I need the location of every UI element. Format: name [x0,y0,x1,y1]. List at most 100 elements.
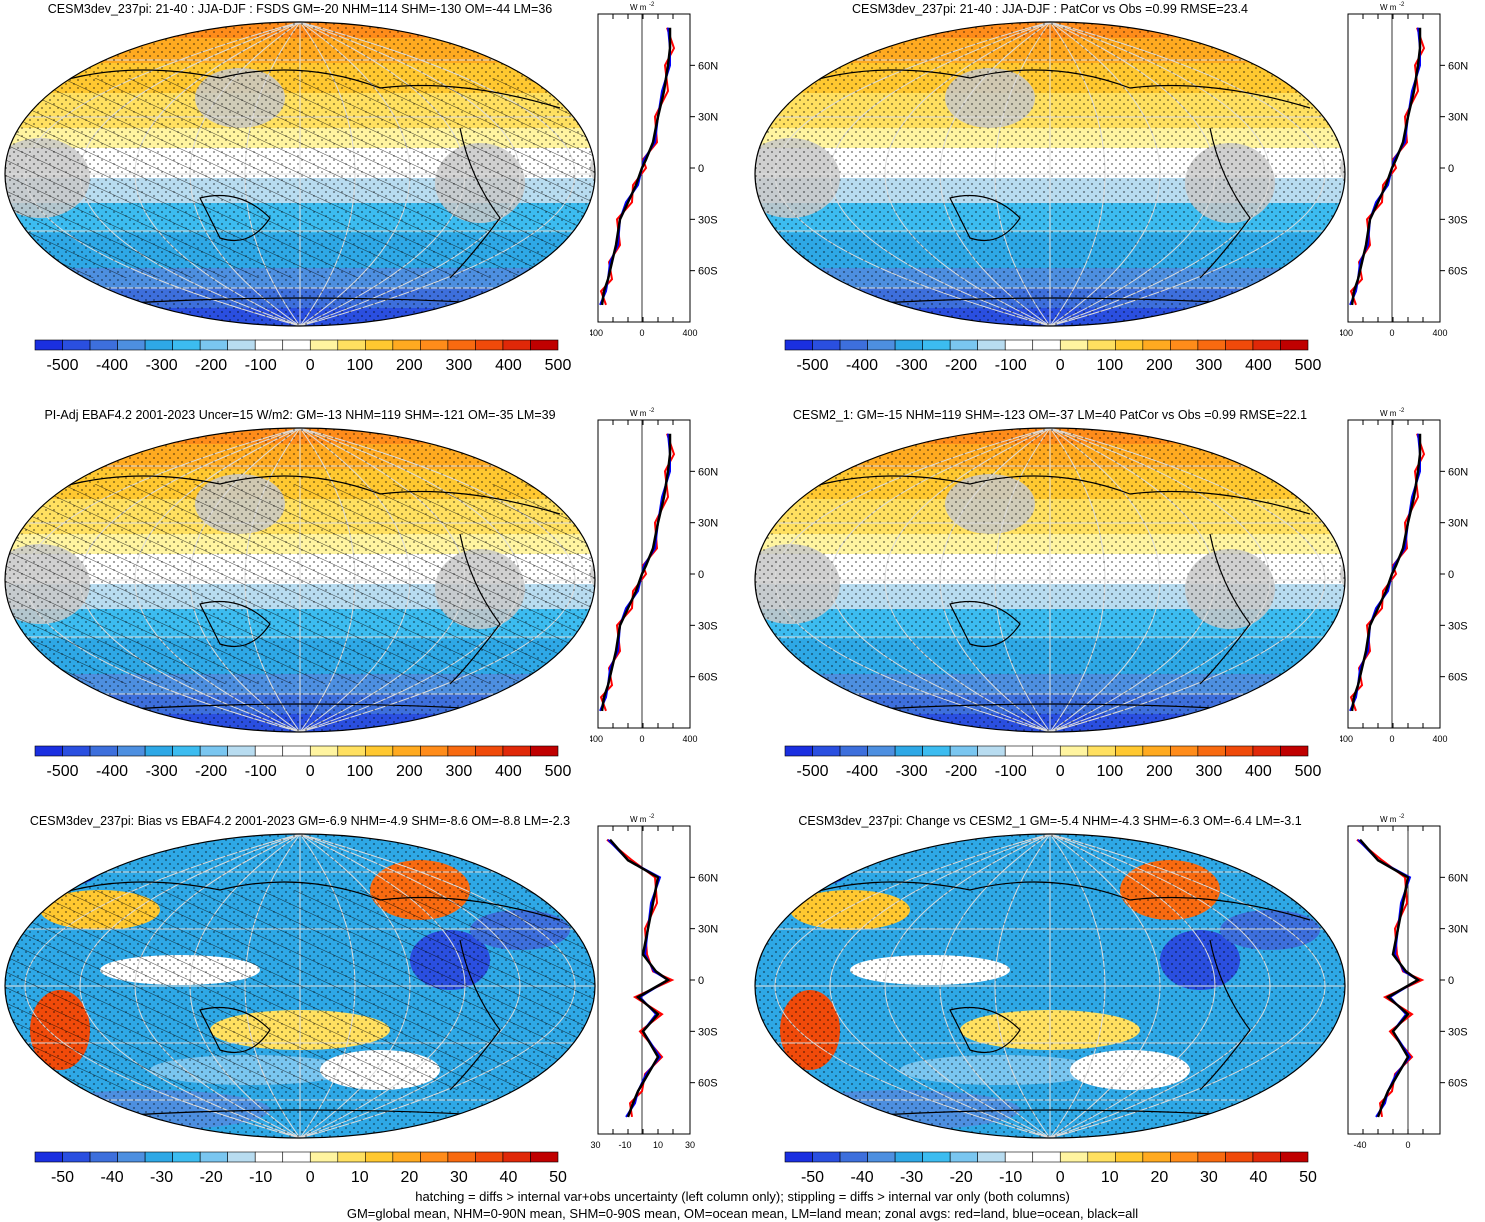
colorbar-swatch [530,745,559,757]
colorbar-swatch [1252,745,1281,757]
map-outline [754,21,1346,327]
lat-tick-label: 30N [698,112,718,124]
lat-tick-label: 30N [698,518,718,530]
colorbar-swatch [977,745,1006,757]
zonal-mean-plot: W m -2 60N 30N 0 30S 60S -40 0 [1347,814,1468,1150]
colorbar-swatch [1225,745,1254,757]
unit-superscript: -2 [649,2,655,8]
colorbar-label: 0 [1056,763,1065,780]
colorbar-swatch [1059,745,1089,757]
lat-tick-label: 30S [698,620,718,632]
lat-tick-label: 0 [1448,975,1454,987]
panel-5: CESM3dev_237pi: Bias vs EBAF4.2 2001-202… [0,812,742,1218]
x-tick-label: 0 [1389,734,1394,744]
lat-tick-label: 30N [1448,112,1468,124]
lat-tick-label: 30S [698,1026,718,1038]
panel-title: PI-Adj EBAF4.2 2001-2023 Uncer=15 W/m2: … [44,408,556,422]
lat-tick-label: 30N [1448,518,1468,530]
colorbar-label: -10 [249,1169,272,1186]
lat-tick-label: 60N [698,872,718,884]
colorbar-swatch [199,339,228,351]
all-profile [600,433,672,712]
colorbar: -50 -40 -30 -20 -10 0 10 20 30 40 50 [34,1151,567,1186]
lat-tick-label: 0 [698,975,704,987]
colorbar-swatch [34,1151,63,1163]
colorbar-label: 500 [545,357,572,374]
colorbar-swatch [365,1151,394,1163]
colorbar-swatch [144,1151,173,1163]
colorbar-swatch [420,339,449,351]
x-tick-label: 400 [682,328,697,338]
colorbar-label: 500 [1295,763,1322,780]
colorbar-label: -20 [200,1169,223,1186]
colorbar-label: 200 [1146,763,1173,780]
colorbar-swatch [144,339,173,351]
colorbar-label: 10 [1101,1169,1119,1186]
colorbar-label: -400 [846,763,878,780]
colorbar-swatch [977,1151,1006,1163]
lat-tick-label: 30N [698,924,718,936]
colorbar-swatch [337,339,366,351]
colorbar-label: 0 [306,1169,315,1186]
colorbar-swatch [1252,1151,1281,1163]
lat-tick-label: 30N [1448,924,1468,936]
colorbar-label: -300 [146,763,178,780]
panel-6: CESM3dev_237pi: Change vs CESM2_1 GM=-5.… [750,812,1485,1218]
colorbar-label: -200 [945,763,977,780]
colorbar: -500 -400 -300 -200 -100 0 100 200 300 400 500 [34,339,572,374]
lat-tick-label: 60S [1448,672,1468,684]
lat-tick-label: 30S [1448,214,1468,226]
colorbar-swatch [475,1151,504,1163]
land-profile [1356,838,1425,1118]
colorbar-swatch [89,745,118,757]
colorbar-label: -100 [245,763,277,780]
colorbar-swatch [839,745,868,757]
colorbar-label: -100 [245,357,277,374]
all-profile [600,27,672,306]
colorbar-swatch [309,339,339,351]
colorbar-swatch [530,1151,559,1163]
colorbar-swatch [1004,339,1034,351]
x-tick-label: 0 [1389,328,1394,338]
unit-superscript: -2 [1399,408,1405,414]
colorbar-label: -30 [150,1169,173,1186]
colorbar-swatch [1280,745,1309,757]
colorbar-swatch [420,1151,449,1163]
zonal-mean-plot: W m-2 60N 30N 0 30S 60S -400 0 400 [590,2,718,338]
colorbar-label: -30 [900,1169,923,1186]
map-outline [4,427,596,733]
colorbar-swatch [282,745,311,757]
colorbar-swatch [282,339,311,351]
colorbar-swatch [812,745,841,757]
robinson-map [4,427,596,733]
lat-tick-label: 30S [698,214,718,226]
colorbar-label: -20 [950,1169,973,1186]
colorbar-swatch [839,339,868,351]
colorbar-label: 100 [346,763,373,780]
colorbar-swatch [199,1151,228,1163]
colorbar-swatch [89,339,118,351]
colorbar-swatch [1197,1151,1226,1163]
lat-tick-label: 60S [698,672,718,684]
colorbar-swatch [502,1151,531,1163]
unit-label: W m [630,815,647,824]
colorbar-swatch [392,1151,421,1163]
colorbar-swatch [62,1151,91,1163]
colorbar-label: 400 [495,763,522,780]
colorbar-label: 400 [1245,357,1272,374]
colorbar-label: 100 [346,357,373,374]
colorbar-label: 40 [500,1169,518,1186]
colorbar-swatch [337,745,366,757]
colorbar-label: 300 [446,357,473,374]
colorbar-swatch [1170,1151,1199,1163]
lat-tick-label: 0 [1448,569,1454,581]
colorbar-swatch [1087,1151,1116,1163]
colorbar-label: 300 [1196,357,1223,374]
colorbar-swatch [1032,1151,1061,1163]
robinson-map [754,427,1346,733]
colorbar-label: 200 [1146,357,1173,374]
x-tick-label: -400 [590,734,603,744]
colorbar-label: 50 [549,1169,567,1186]
panel-3: PI-Adj EBAF4.2 2001-2023 Uncer=15 W/m2: … [0,406,742,812]
footer-line-1: hatching = diffs > internal var+obs unce… [415,1189,1070,1204]
